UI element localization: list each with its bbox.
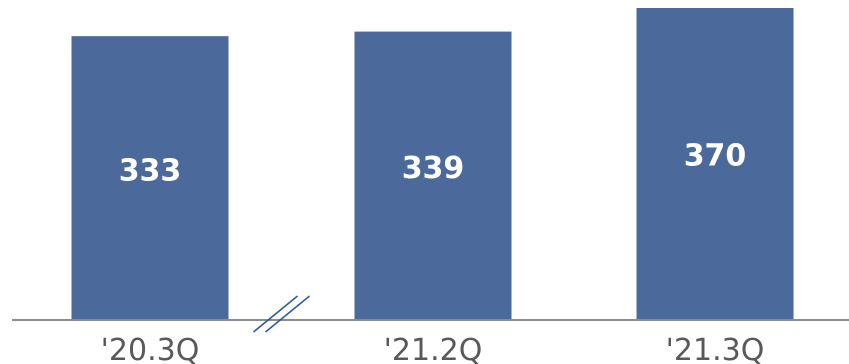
bars-group: 333 339 370 (71, 8, 794, 321)
axis-break-stroke-2 (264, 295, 311, 333)
bar-value-label-1: 333 (119, 154, 182, 189)
bar-value-label-3: 370 (684, 139, 747, 174)
x-tick-label-3: '21.3Q (666, 333, 765, 364)
bar-2 (354, 31, 512, 321)
bar-1 (71, 36, 229, 320)
axis-break-mark (252, 295, 311, 333)
x-tick-label-1: '20.3Q (101, 333, 200, 364)
bar-value-label-2: 339 (402, 151, 465, 186)
x-tick-label-2: '21.2Q (384, 333, 483, 364)
axis-break-stroke-1 (252, 295, 299, 333)
x-tick-labels: '20.3Q '21.2Q '21.3Q (101, 333, 765, 364)
bar-3 (636, 8, 794, 320)
